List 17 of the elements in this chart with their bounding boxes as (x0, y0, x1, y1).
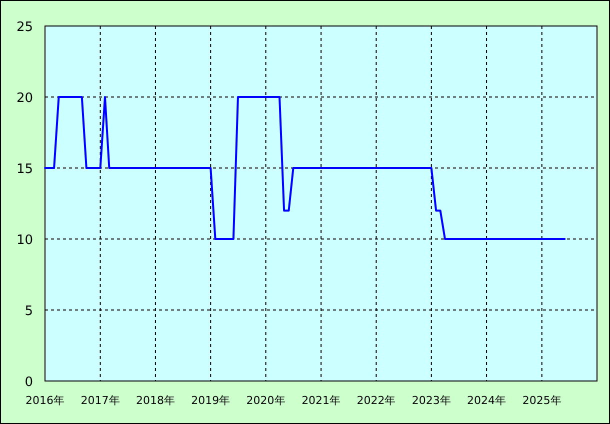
line-series (44, 96, 566, 240)
x-tick-label: 2024年 (467, 394, 506, 407)
x-tick-label: 2025年 (522, 394, 562, 407)
y-tick-label: 25 (16, 20, 33, 35)
y-tick-label: 5 (24, 304, 33, 319)
x-tick-label: 2021年 (302, 394, 341, 407)
y-tick-label: 10 (16, 233, 33, 248)
x-tick-label: 2016年 (26, 394, 64, 407)
x-tick-label: 2022年 (356, 394, 396, 407)
x-tick-label: 2019年 (191, 394, 230, 407)
x-tick-label: 2018年 (136, 394, 175, 407)
y-tick-label: 0 (24, 375, 33, 390)
y-tick-label: 15 (16, 162, 33, 177)
x-tick-label: 2023年 (412, 394, 451, 407)
x-tick-label: 2020年 (246, 394, 286, 407)
x-tick-label: 2017年 (80, 394, 120, 407)
y-tick-label: 20 (16, 91, 33, 106)
